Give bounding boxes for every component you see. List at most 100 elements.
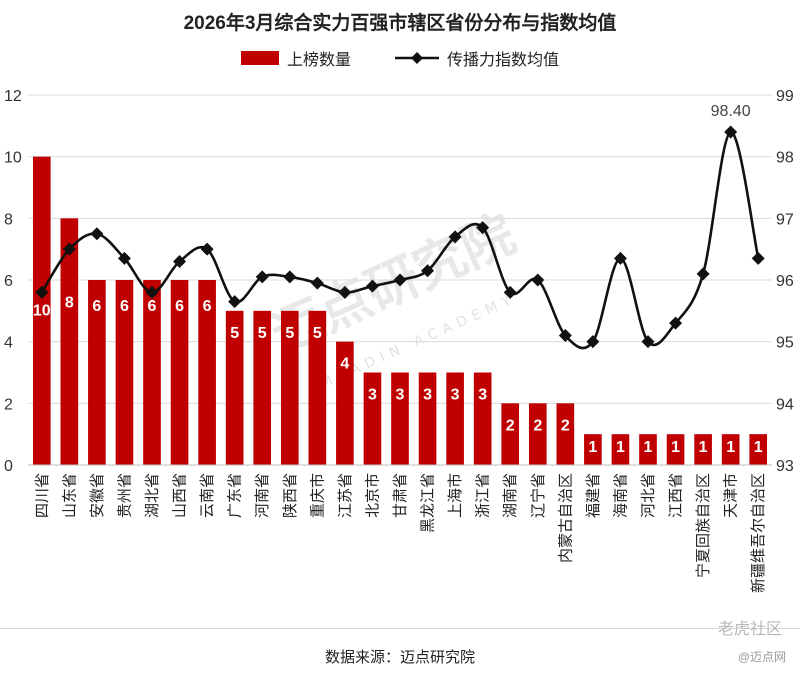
- x-tick-label: 福建省: [584, 473, 602, 518]
- line-marker: [228, 295, 242, 309]
- x-tick-label: 河南省: [253, 473, 271, 518]
- bar: [721, 434, 740, 465]
- y2-tick-label: 93: [776, 458, 794, 475]
- bar: [391, 372, 409, 465]
- line-marker: [421, 264, 435, 278]
- bar-value-label: 2: [506, 417, 515, 434]
- bar: [280, 310, 299, 465]
- y2-tick-label: 97: [776, 211, 794, 228]
- x-tick-label: 上海市: [446, 473, 464, 518]
- max-annotation: 98.40: [711, 103, 751, 120]
- y-tick-label: 12: [4, 88, 22, 105]
- line-marker: [365, 279, 379, 293]
- y-tick-label: 8: [4, 211, 13, 228]
- y-tick-label: 4: [4, 335, 13, 352]
- x-tick-label: 四川省: [33, 473, 51, 518]
- legend-bar-swatch: [240, 51, 279, 65]
- footer-divider: [0, 628, 800, 629]
- bar: [198, 280, 216, 465]
- y2-tick-label: 99: [776, 88, 794, 105]
- line-marker: [476, 221, 490, 235]
- bar: [528, 403, 547, 465]
- x-tick-label: 辽宁省: [529, 473, 547, 518]
- bar-value-label: 3: [368, 387, 377, 404]
- legend-item-bar: 上榜数量: [240, 46, 351, 70]
- bar-value-label: 3: [451, 387, 460, 404]
- y2-tick-label: 94: [776, 396, 794, 413]
- line-marker: [558, 329, 572, 342]
- legend-line-label: 传播力指数均值: [447, 52, 560, 69]
- line-marker: [503, 285, 517, 299]
- bar: [253, 310, 272, 465]
- x-tick-label: 甘肃省: [391, 473, 409, 518]
- line-marker: [145, 285, 159, 299]
- bar-value-label: 5: [258, 325, 267, 342]
- bar-value-label: 1: [588, 439, 597, 456]
- bar-value-label: 3: [478, 387, 487, 404]
- bar: [418, 372, 437, 465]
- line-marker: [751, 251, 765, 265]
- bar-value-label: 3: [423, 387, 432, 404]
- bar: [88, 280, 106, 465]
- line-marker: [669, 316, 683, 330]
- x-tick-label: 浙江省: [474, 473, 492, 518]
- bar: [225, 310, 244, 465]
- line-marker: [90, 227, 104, 241]
- line-marker: [173, 255, 187, 268]
- bar-value-label: 2: [533, 417, 542, 434]
- x-tick-label: 河北省: [639, 473, 657, 518]
- x-tick-label: 贵州省: [115, 473, 133, 518]
- x-tick-label: 北京市: [363, 473, 381, 518]
- bar-value-label: 8: [65, 294, 74, 311]
- line-marker: [641, 335, 655, 349]
- x-tick-label: 陕西省: [281, 473, 299, 518]
- x-tick-label: 山东省: [60, 473, 78, 518]
- bar-value-label: 6: [120, 298, 129, 315]
- line-marker: [586, 335, 600, 349]
- line-marker: [255, 270, 269, 284]
- bar: [584, 434, 602, 465]
- x-tick-label: 海南省: [611, 473, 629, 518]
- bar-value-label: 10: [33, 303, 51, 320]
- line-marker: [283, 270, 297, 284]
- bar-value-label: 1: [671, 439, 680, 456]
- bar: [501, 403, 520, 465]
- line-marker: [35, 285, 49, 299]
- bar: [363, 372, 382, 465]
- line-marker: [393, 273, 407, 287]
- y2-tick-label: 95: [776, 335, 794, 352]
- y-tick-label: 6: [4, 273, 13, 290]
- x-tick-label: 湖北省: [143, 473, 161, 518]
- bar: [32, 156, 51, 465]
- bar-value-label: 1: [754, 439, 763, 456]
- x-tick-label: 重庆市: [308, 473, 326, 518]
- x-tick-label: 宁夏回族自治区: [694, 473, 712, 578]
- legend-line-swatch: [395, 52, 439, 64]
- x-tick-label: 湖南省: [501, 473, 519, 518]
- bar-value-label: 6: [175, 298, 184, 315]
- bar: [611, 434, 630, 465]
- x-tick-label: 广东省: [226, 473, 244, 518]
- bar: [308, 310, 327, 465]
- bar: [749, 434, 768, 465]
- bar: [666, 434, 685, 465]
- bar-value-label: 3: [396, 387, 405, 404]
- bar-value-label: 1: [726, 439, 735, 456]
- bar-value-label: 6: [148, 298, 157, 315]
- legend-item-line: 传播力指数均值: [395, 46, 559, 70]
- bar: [473, 372, 492, 465]
- footer-watermark-2: @迈点网: [737, 650, 786, 664]
- bar-value-label: 6: [203, 298, 212, 315]
- line-marker: [338, 285, 352, 299]
- bar-value-label: 1: [699, 439, 708, 456]
- line-marker: [613, 251, 627, 265]
- x-tick-label: 云南省: [198, 473, 216, 518]
- x-tick-label: 安徽省: [88, 473, 106, 518]
- bar: [170, 280, 189, 465]
- bar: [115, 280, 134, 465]
- x-tick-label: 内蒙古自治区: [556, 473, 574, 563]
- bar-value-label: 1: [644, 439, 653, 456]
- line-marker: [531, 273, 545, 287]
- y-tick-label: 10: [4, 150, 22, 167]
